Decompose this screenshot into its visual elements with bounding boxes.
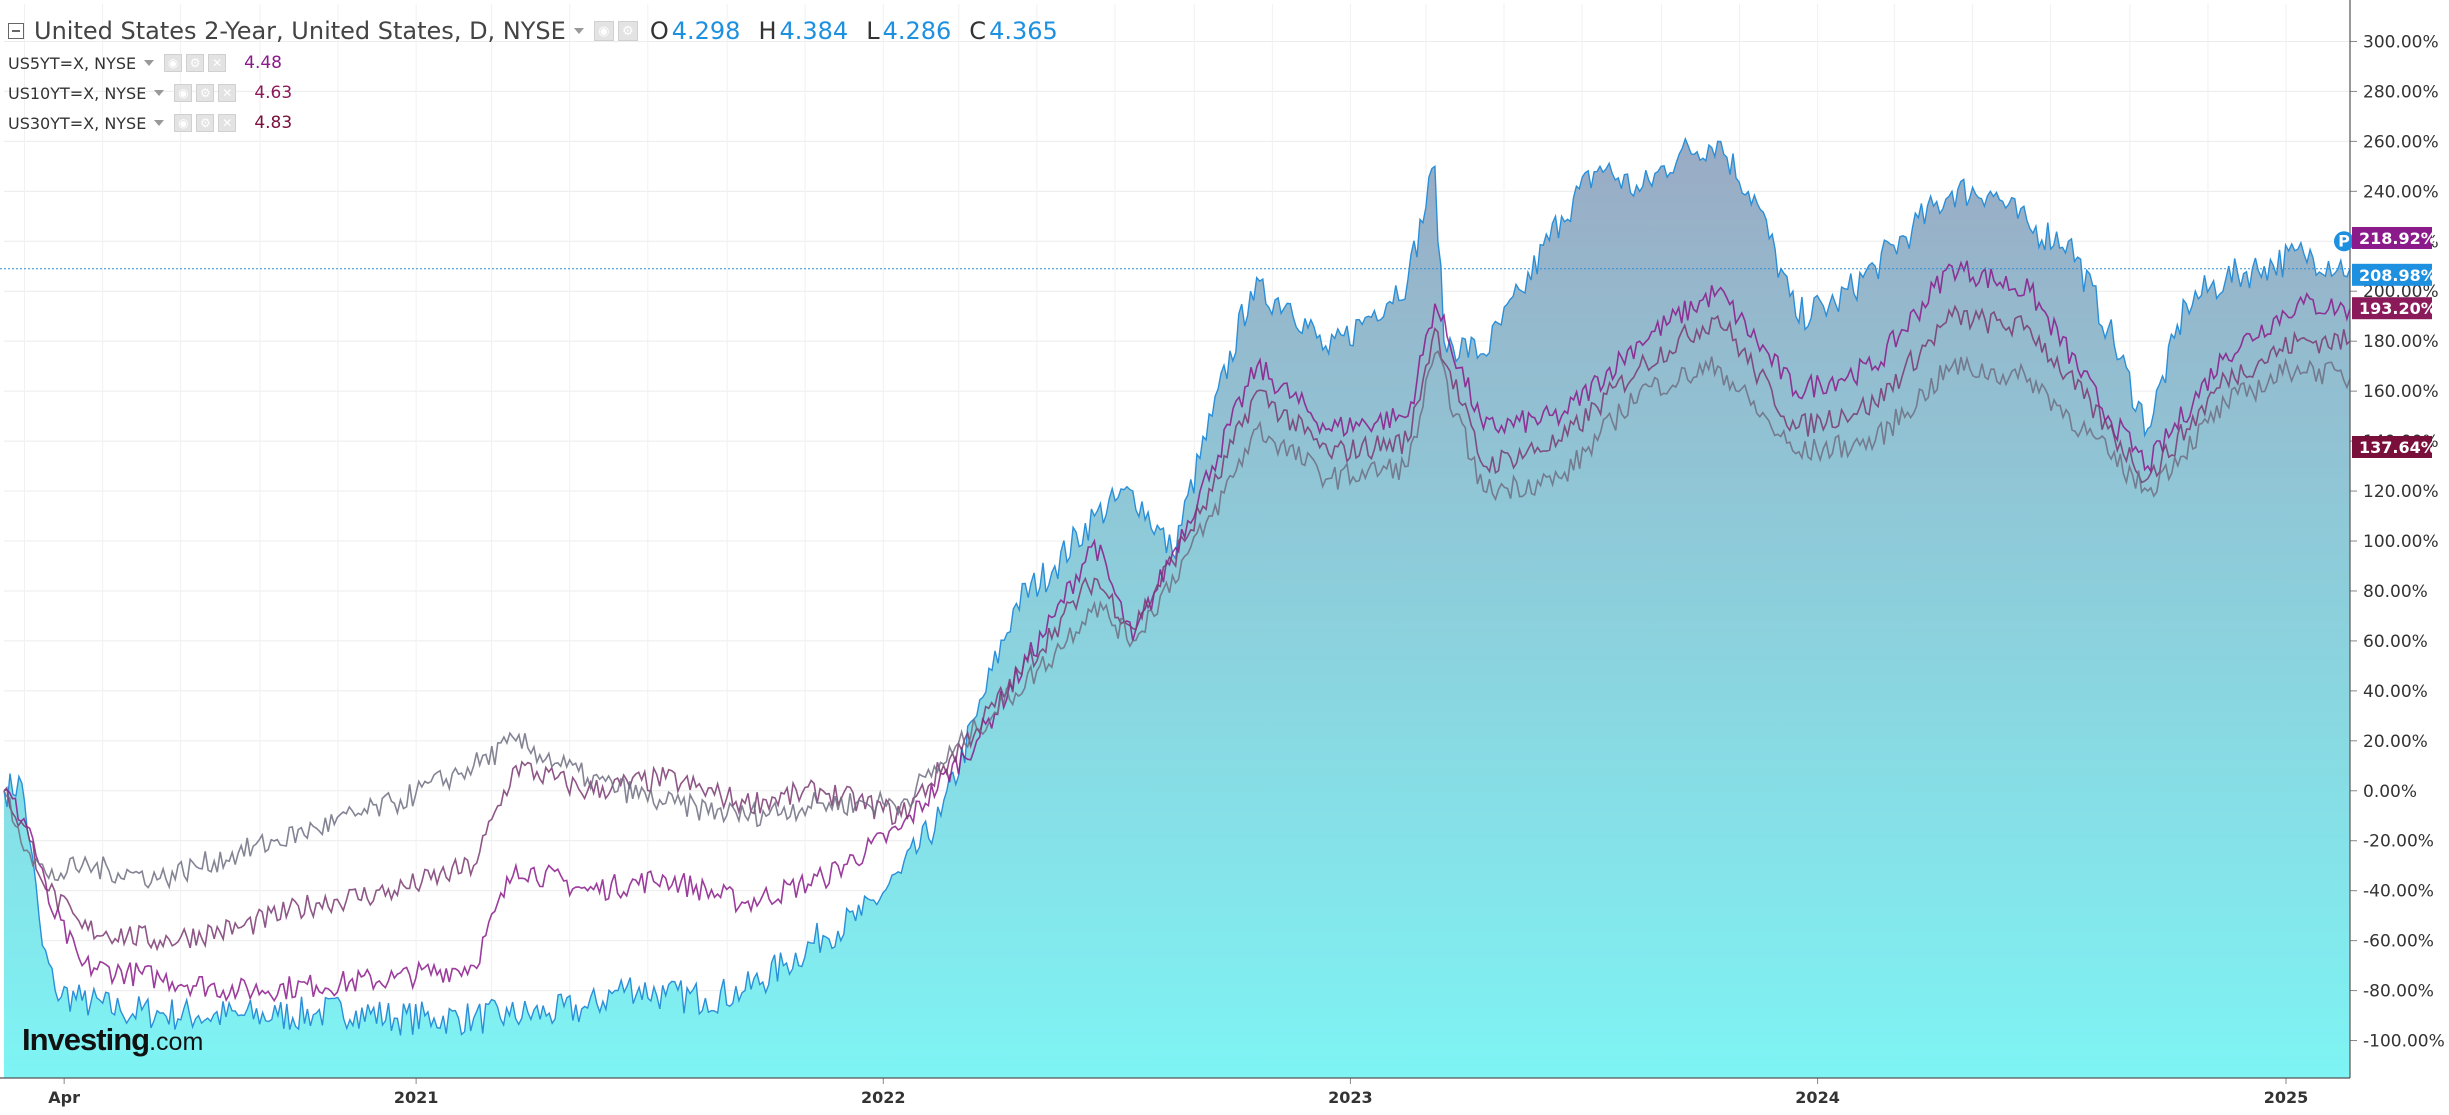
legend-us10y-value: 4.63 [254,83,293,103]
legend-us5y-value: 4.48 [244,53,282,73]
eye-icon[interactable]: ◉ [164,54,183,72]
line-series-layer [3,260,2351,1003]
y-tick-label: -20.00% [2363,832,2434,852]
price-tag-label: 193.20% [2359,299,2437,318]
y-tick-label: 0.00% [2363,782,2417,802]
x-tick-label: 2023 [1328,1088,1373,1107]
chevron-down-icon[interactable] [573,28,584,34]
x-tick-label: Apr [48,1088,80,1107]
series-title: United States 2-Year, United States, D, … [34,17,566,45]
close-label: C [969,17,987,45]
marker-p-icon[interactable] [2334,231,2354,252]
logo-suffix: .com [149,1028,204,1056]
price-tag-bg [2352,263,2432,286]
series-line-us2y [3,136,2351,1036]
gear-icon[interactable]: ⚙ [196,114,215,132]
high-value: 4.384 [779,17,849,45]
close-value: 4.365 [989,17,1058,45]
price-tags: P 218.92% 208.98% 193.20% 137.64% [0,226,2437,458]
price-tag: 137.64% [2352,435,2437,458]
logo-brand: Investing [22,1022,150,1057]
close-icon[interactable]: ✕ [218,114,237,132]
y-tick-label: 180.00% [2363,332,2439,352]
collapse-icon[interactable] [8,23,24,39]
y-tick-label: 120.00% [2363,482,2439,502]
open-value: 4.298 [671,17,741,45]
legend-us5y[interactable]: US5YT=X, NYSE ◉ ⚙ ✕ 4.48 [8,48,1058,78]
x-tick-label: 2024 [1795,1088,1840,1107]
legend-us30y[interactable]: US30YT=X, NYSE ◉ ⚙ ✕ 4.83 [8,108,1058,138]
marker-p-label: P [2338,231,2350,250]
price-tag-bg [2352,226,2432,249]
series-line-us10yt-x [3,304,2351,952]
series-area-us2y [4,138,2350,1079]
price-tag-bg [2352,435,2432,458]
chevron-down-icon[interactable] [154,120,165,126]
x-tick-label: 2022 [861,1088,906,1107]
y-tick-label: 60.00% [2363,632,2428,652]
price-tag-label: 218.92% [2359,229,2437,248]
x-tick-label: 2021 [394,1088,439,1107]
price-tag: 193.20% [2352,297,2437,320]
y-tick-label: 20.00% [2363,732,2428,752]
legend-us30y-label: US30YT=X, NYSE [8,113,147,133]
y-tick-label: 240.00% [2363,182,2439,202]
price-tag: 218.92% [2352,226,2437,249]
y-tick-label: 260.00% [2363,132,2439,152]
close-icon[interactable]: ✕ [208,54,227,72]
chevron-down-icon[interactable] [154,90,165,96]
high-label: H [758,17,777,45]
gear-icon[interactable]: ⚙ [196,84,215,102]
y-tick-label: -80.00% [2363,982,2434,1002]
x-tick-label: 2025 [2264,1088,2309,1107]
legend-us10y-label: US10YT=X, NYSE [8,83,147,103]
investing-logo: Investing.com [22,1022,203,1058]
y-tick-label: 80.00% [2363,582,2428,602]
eye-icon[interactable]: ◉ [174,84,193,102]
legend-us10y[interactable]: US10YT=X, NYSE ◉ ⚙ ✕ 4.63 [8,78,1058,108]
chart-legend: United States 2-Year, United States, D, … [8,14,1058,138]
eye-icon[interactable]: ◉ [593,21,614,41]
low-value: 4.286 [882,17,952,45]
y-tick-label: 280.00% [2363,82,2439,102]
close-icon[interactable]: ✕ [218,84,237,102]
open-label: O [649,17,669,45]
gear-icon[interactable]: ⚙ [617,21,638,41]
price-tag-bg [2352,297,2432,320]
series-line-us30yt-x [3,349,2351,890]
eye-icon[interactable]: ◉ [174,114,193,132]
chevron-down-icon[interactable] [144,60,155,66]
gear-icon[interactable]: ⚙ [186,54,205,72]
low-label: L [866,17,880,45]
legend-us30y-value: 4.83 [254,113,293,133]
y-tick-label: -100.00% [2363,1032,2445,1052]
y-tick-label: -40.00% [2363,882,2434,902]
y-tick-label: -60.00% [2363,932,2434,952]
main-series-legend[interactable]: United States 2-Year, United States, D, … [8,14,1058,48]
y-tick-label: 300.00% [2363,32,2439,52]
price-tag-label: 208.98% [2359,266,2437,285]
y-tick-label: 100.00% [2363,532,2439,552]
price-tag-label: 137.64% [2359,438,2437,457]
area-series-layer [3,136,2351,1079]
price-tag: 208.98% [2352,263,2437,286]
legend-us5y-label: US5YT=X, NYSE [8,53,137,73]
y-tick-label: 40.00% [2363,682,2428,702]
y-tick-label: 160.00% [2363,382,2439,402]
